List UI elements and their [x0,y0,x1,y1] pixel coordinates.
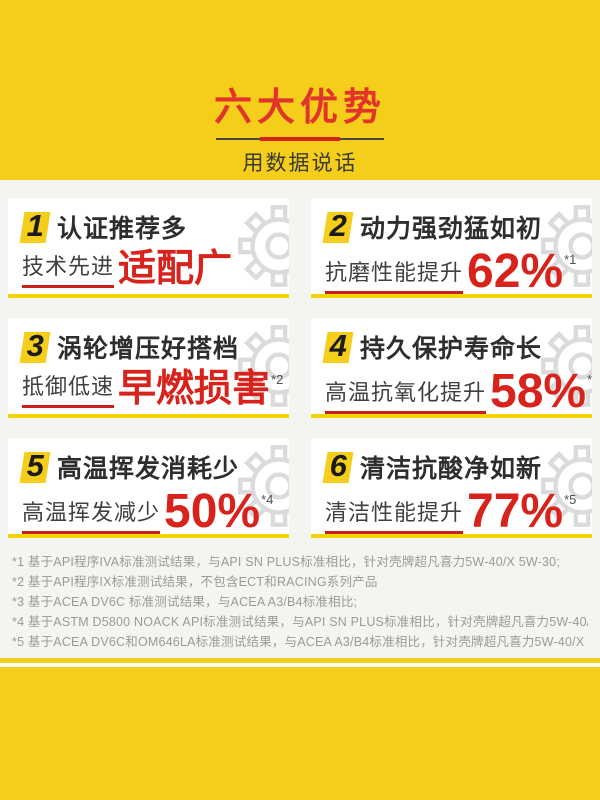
content-section: 1 认证推荐多 技术先进 适配广 [0,180,600,658]
number-badge: 3 [19,328,51,363]
card-title: 认证推荐多 [57,215,188,243]
footnote-ref: *2 [271,372,284,387]
footnotes: *1 基于API程序IVA标准测试结果，与API SN PLUS标准相比，针对壳… [8,552,592,652]
footnote-line: *4 基于ASTM D5800 NOACK API标准测试结果，与API SN … [12,615,588,629]
stat-lead: 抵御低速 [22,374,115,408]
gear-icon [541,205,592,287]
page-subtitle: 用数据说话 [242,151,358,175]
gear-icon [541,445,592,527]
card-number: 2 [329,207,347,243]
stat-lead: 技术先进 [22,254,115,288]
advantage-card-5: 5 高温挥发消耗少 高温挥发减少 50% *4 [8,438,289,538]
footnote-line: *5 基于ACEA DV6C和OM646LA标准测试结果，与ACEA A3/B4… [12,635,588,649]
card-title: 动力强劲猛如初 [360,215,543,243]
gear-icon [238,325,289,407]
divider-yellow-rule [0,658,600,663]
stat-highlight: 50% [164,485,261,538]
card-title: 高温挥发消耗少 [57,455,240,483]
stat-lead: 高温挥发减少 [22,500,161,534]
stat-lead: 高温抗氧化提升 [325,380,487,414]
footnote-ref: *3 [587,372,592,387]
card-number: 4 [329,327,347,363]
footnote-ref: *5 [564,492,577,507]
stat-highlight: 62% [467,245,564,298]
card-title: 清洁抗酸净如新 [360,455,543,483]
gear-icon [541,325,592,407]
card-title: 持久保护寿命长 [360,335,543,363]
advantage-card-2: 2 动力强劲猛如初 抗磨性能提升 62% *1 [311,198,592,298]
advantage-card-1: 1 认证推荐多 技术先进 适配广 [8,198,289,298]
stat-highlight: 适配广 [118,248,233,290]
card-title: 涡轮增压好搭档 [57,335,240,363]
stat-highlight: 早燃损害 [118,368,271,410]
number-badge: 5 [19,448,51,483]
footnote-line: *1 基于API程序IVA标准测试结果，与API SN PLUS标准相比，针对壳… [12,555,561,569]
header: 六大优势 用数据说话 [0,0,600,180]
number-badge: 4 [322,328,354,363]
stat-lead: 抗磨性能提升 [325,260,464,294]
number-badge: 1 [19,208,51,243]
number-badge: 2 [322,208,354,243]
card-number: 5 [26,447,44,483]
footnote-ref: *4 [261,492,274,507]
stat-highlight: 77% [467,485,564,538]
gear-icon [238,445,289,527]
advantage-card-6: 6 清洁抗酸净如新 清洁性能提升 77% *5 [311,438,592,538]
advantage-card-4: 4 持久保护寿命长 高温抗氧化提升 58% *3 [311,318,592,418]
footer-yellow-band [0,667,600,800]
advantage-card-3: 3 涡轮增压好搭档 抵御低速 早燃损害 *2 [8,318,289,418]
title-divider [216,137,384,140]
divider-white-rule [0,663,600,667]
card-number: 1 [26,207,44,243]
footnote-line: *2 基于API程序IX标准测试结果，不包含ECT和RACING系列产品 [12,575,378,589]
advantage-grid: 1 认证推荐多 技术先进 适配广 [8,198,592,538]
number-badge: 6 [322,448,354,483]
card-number: 6 [329,447,347,483]
footnote-ref: *1 [564,252,577,267]
stat-lead: 清洁性能提升 [325,500,464,534]
stat-highlight: 58% [490,365,587,418]
page-title: 六大优势 [213,87,386,129]
gear-icon [238,205,289,287]
footnote-line: *3 基于ACEA DV6C 标准测试结果，与ACEA A3/B4标准相比; [12,595,358,609]
card-number: 3 [26,327,44,363]
